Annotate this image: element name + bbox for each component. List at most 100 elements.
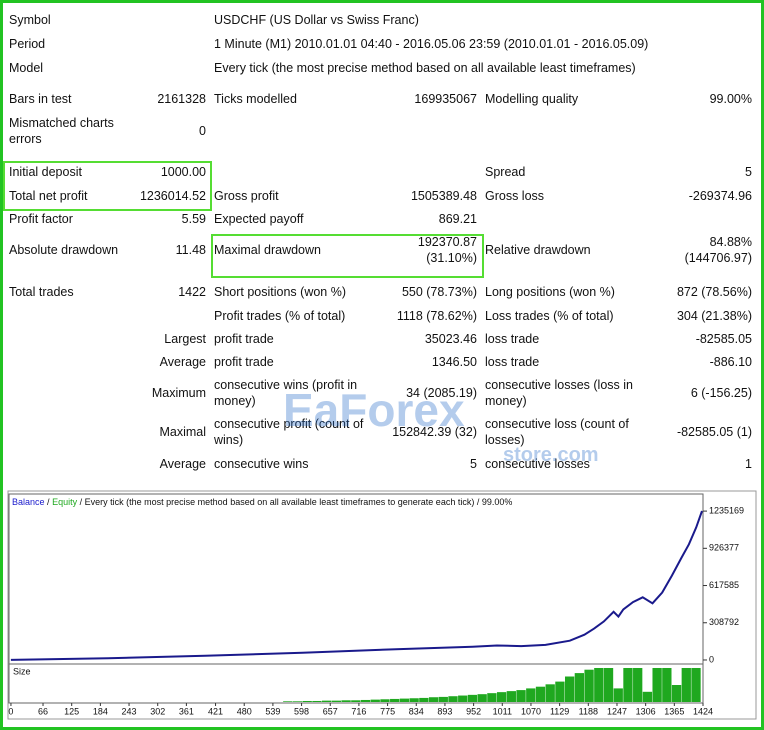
size-bar [671,685,682,702]
row-label: Maximal drawdown [214,243,321,257]
size-bar [642,691,653,702]
size-bar [477,694,487,702]
row-label: Short positions (won %) [214,285,347,299]
row-label: consecutive loss (count of losses) [485,417,629,447]
size-bar [506,691,516,702]
size-bar [380,699,390,702]
x-tick-label: 184 [93,706,108,716]
row-value: 34 (2085.19) [406,386,477,400]
row-label: Relative drawdown [485,243,591,257]
x-tick-label: 243 [122,706,137,716]
size-bar [331,700,342,702]
x-tick-label: 893 [437,706,452,716]
row-value: 5.59 [181,212,206,226]
size-bar [370,699,380,702]
row-label: profit trade [214,355,274,369]
size-bar [623,668,633,702]
size-bar [574,673,585,702]
legend-separator: / [47,497,50,507]
row-label: Mismatched charts errors [9,116,114,146]
row-value: 2161328 [157,92,206,106]
size-bar [428,697,439,702]
row-label: consecutive wins (profit in money) [214,378,358,408]
row-value: 35023.46 [424,332,477,346]
x-tick-label: 302 [150,706,165,716]
watermark: EaForex [283,384,465,436]
row-prefix: Maximum [151,386,206,400]
x-tick-label: 834 [409,706,424,716]
size-bar [341,700,351,702]
size-bar [302,700,312,702]
row-label: consecutive wins [214,457,309,471]
row-label: Long positions (won %) [485,285,615,299]
row-label: loss trade [485,332,540,346]
row-prefix: Largest [164,332,206,346]
row-label: Total trades [9,285,74,299]
highlight-box [3,161,212,211]
row-value: -82585.05 [695,332,752,346]
size-bar [584,669,594,702]
row-label: Ticks modelled [214,92,297,106]
row-value: 84.88% (144706.97) [684,235,752,265]
row-value: 169935067 [414,92,477,106]
size-bar [467,694,478,702]
row-value: 1 [745,457,752,471]
row-label: consecutive profit (count of wins) [214,417,364,447]
size-bar [419,697,429,702]
balance-line [10,510,703,661]
size-bar [351,700,361,702]
size-bar [662,668,672,702]
row-text: USDCHF (US Dollar vs Swiss Franc) [214,13,419,27]
size-bar [545,684,555,702]
x-tick-label: 1247 [607,706,627,716]
row-value: 5 [470,457,477,471]
x-tick-label: 0 [8,706,13,716]
y-tick-label: 0 [709,654,714,664]
size-bar [496,692,507,702]
x-tick-label: 1424 [693,706,713,716]
x-tick-label: 1306 [636,706,656,716]
size-bar [487,693,497,702]
row-value: 99.00% [709,92,752,106]
row-label: Absolute drawdown [9,243,119,257]
row-label: Profit factor [9,212,73,226]
row-value: 1118 (78.62%) [396,309,477,323]
x-tick-label: 598 [294,706,309,716]
x-tick-label: 716 [351,706,366,716]
size-bar [555,681,565,702]
row-value: -886.10 [709,355,752,369]
plot-area [8,493,704,665]
y-tick-label: 926377 [709,543,739,553]
row-value: 872 (78.56%) [676,285,752,299]
x-tick-label: 421 [208,706,223,716]
row-value: 0 [199,124,206,138]
x-tick-label: 539 [265,706,280,716]
row-value: -82585.05 (1) [676,425,752,439]
row-value: 1000.00 [160,165,206,179]
row-value: 152842.39 (32) [392,425,477,439]
size-bar [360,699,371,702]
x-tick-label: 1011 [493,706,512,716]
legend-model: Every tick (the most precise method base… [85,497,475,507]
legend-separator: / [80,497,83,507]
size-bar [283,701,293,702]
x-tick-label: 1365 [664,706,684,716]
x-tick-label: 952 [466,706,481,716]
row-value: 1505389.48 [410,189,477,203]
row-value: 1236014.52 [139,189,206,203]
row-label: Symbol [9,13,51,27]
row-prefix: Average [159,457,206,471]
row-label: loss trade [485,355,540,369]
balance-chart: Balance / Equity / Every tick (the most … [7,490,757,720]
x-tick-label: 775 [380,706,395,716]
legend-balance: Balance [12,497,45,507]
size-bar [691,668,701,702]
size-bar [564,676,575,702]
highlight-box [211,234,484,278]
size-bar [594,668,604,702]
size-bar [516,690,526,702]
x-tick-label: 1070 [521,706,541,716]
row-text: Every tick (the most precise method base… [214,61,636,75]
size-bar [652,668,662,702]
